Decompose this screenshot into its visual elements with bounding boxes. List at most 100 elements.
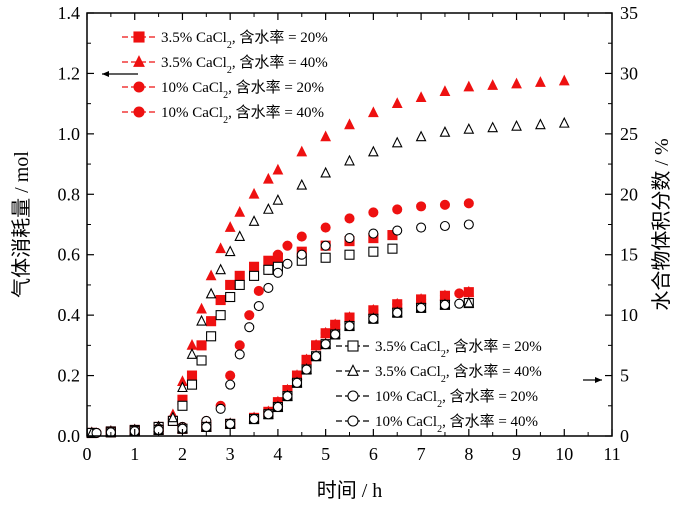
data-point (320, 252, 331, 263)
data-point (511, 119, 522, 131)
data-point (224, 245, 236, 257)
data-point (344, 154, 355, 166)
data-point (301, 354, 312, 365)
x-tick-label: 7 (417, 444, 426, 464)
data-point (272, 193, 284, 205)
data-point (463, 219, 474, 230)
data-point (296, 145, 308, 157)
x-tick-label: 5 (321, 444, 330, 464)
y-right-tick-label: 0 (620, 426, 629, 446)
data-point (263, 282, 274, 294)
data-point (368, 207, 379, 218)
data-point (320, 339, 331, 350)
data-point (206, 316, 217, 327)
data-point (282, 258, 293, 269)
y-left-axis-label: 气体消耗量 / mol (10, 151, 33, 298)
data-point (320, 130, 332, 142)
x-tick-label: 0 (83, 444, 92, 464)
data-point (296, 178, 308, 190)
data-point (487, 121, 499, 133)
data-point (225, 379, 236, 390)
legend-hydrate-fraction: 3.5% CaCl2, 含水率 = 20% 3.5% CaCl2, 含水率 = 4… (336, 338, 602, 435)
data-point (201, 421, 212, 432)
data-point (368, 246, 379, 257)
data-point (463, 80, 475, 92)
data-point (416, 201, 427, 212)
data-point (205, 269, 217, 281)
data-point (244, 310, 255, 321)
data-point (439, 85, 451, 96)
data-point (263, 255, 274, 266)
data-point (320, 222, 331, 233)
arrow-head-icon (102, 71, 109, 77)
data-point (225, 291, 236, 303)
data-point (511, 77, 522, 89)
series-layer (86, 74, 570, 439)
data-point (262, 172, 274, 184)
data-point (454, 288, 465, 299)
legend-label: 3.5% CaCl2, 含水率 = 40% (161, 54, 328, 76)
data-point (454, 298, 465, 309)
data-point (272, 267, 283, 278)
legend-marker (347, 415, 359, 427)
data-point (272, 163, 284, 175)
data-point (344, 213, 355, 224)
data-point (330, 329, 341, 340)
data-point (311, 351, 322, 362)
data-point (344, 118, 355, 130)
data-point (177, 400, 188, 411)
data-point (177, 381, 188, 393)
data-point (367, 106, 379, 118)
data-point (344, 233, 355, 244)
y-right-tick-label: 35 (620, 3, 638, 23)
arrow-head-icon (595, 377, 602, 383)
data-point (225, 370, 236, 381)
data-point (368, 228, 379, 239)
y-right-tick-label: 25 (620, 124, 638, 144)
y-right-tick-label: 20 (620, 184, 638, 204)
legend-label: 3.5% CaCl2, 含水率 = 40% (375, 363, 542, 385)
legend-marker (347, 364, 359, 376)
x-tick-label: 11 (603, 444, 620, 464)
data-point (439, 125, 451, 137)
data-point (186, 379, 198, 390)
data-point (225, 418, 236, 429)
y-right-tick-label: 15 (620, 245, 638, 265)
data-point (387, 243, 398, 254)
legend-label: 10% CaCl2, 含水率 = 40% (161, 104, 324, 126)
data-point (291, 377, 303, 388)
data-point (463, 296, 475, 308)
x-tick-label: 4 (273, 444, 282, 464)
data-point (282, 391, 293, 402)
x-tick-label: 3 (226, 444, 235, 464)
data-point (392, 204, 403, 215)
data-point (205, 287, 217, 299)
y-left-tick-label: 1.2 (58, 63, 81, 83)
data-point (391, 97, 403, 109)
data-point (248, 261, 260, 272)
data-point (234, 230, 246, 241)
x-tick-label: 9 (512, 444, 521, 464)
data-point (296, 231, 307, 242)
data-point (368, 313, 379, 324)
x-tick-label: 2 (178, 444, 187, 464)
data-point (439, 299, 451, 310)
legend-label: 3.5% CaCl2, 含水率 = 20% (375, 338, 542, 360)
series-0-square-filled (86, 230, 398, 439)
data-point (392, 307, 403, 318)
x-tick-label: 6 (369, 444, 378, 464)
y-right-tick-label: 10 (620, 305, 638, 325)
y-right-tick-label: 30 (620, 63, 638, 83)
data-point (272, 401, 283, 413)
legend-gas-consumption: 3.5% CaCl2, 含水率 = 20% 3.5% CaCl2, 含水率 = 4… (102, 29, 328, 126)
y-left-tick-label: 1.4 (58, 3, 81, 23)
data-point (487, 79, 499, 90)
y-left-tick-label: 0.2 (58, 366, 81, 386)
series-11-circle-hollow (91, 298, 465, 439)
data-point (330, 319, 341, 330)
data-point (439, 199, 451, 210)
data-point (215, 242, 227, 254)
y-left-tick-label: 1.0 (58, 124, 81, 144)
